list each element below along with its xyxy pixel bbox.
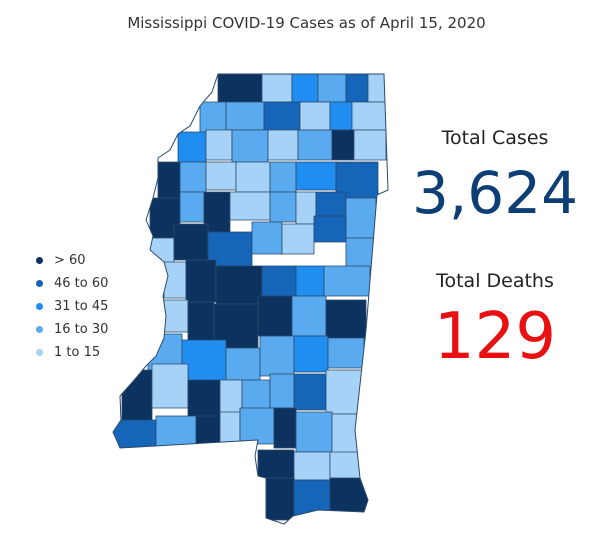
county-region — [291, 295, 327, 337]
county-region — [269, 373, 295, 409]
county-region — [329, 451, 361, 481]
county-region — [181, 339, 227, 385]
map-title: Mississippi COVID-19 Cases as of April 1… — [127, 14, 486, 32]
county-region — [323, 265, 371, 297]
legend-item-31-to-45: 31 to 45 — [36, 295, 108, 318]
legend-item-46-to-60: 46 to 60 — [36, 272, 108, 295]
county-region — [187, 379, 221, 421]
legend-item-1-to-15: 1 to 15 — [36, 341, 108, 364]
legend: > 60 46 to 60 31 to 45 16 to 30 1 to 15 — [36, 249, 108, 364]
county-region — [235, 161, 271, 193]
county-region — [329, 477, 371, 515]
county-region — [219, 379, 243, 415]
county-region — [229, 191, 271, 221]
county-region — [291, 74, 319, 103]
county-region — [217, 74, 263, 103]
county-region — [351, 101, 387, 131]
county-region — [353, 129, 387, 161]
county-region — [199, 101, 227, 133]
legend-label: 31 to 45 — [54, 299, 109, 314]
county-region — [261, 265, 297, 297]
county-region — [293, 373, 327, 411]
county-region — [225, 101, 265, 131]
county-region — [293, 451, 331, 481]
county-region — [113, 419, 157, 451]
county-region — [293, 335, 329, 373]
legend-swatch-icon — [36, 349, 43, 356]
county-region — [173, 223, 209, 261]
county-region — [177, 131, 207, 163]
county-region — [205, 161, 237, 191]
legend-label: 46 to 60 — [54, 276, 109, 291]
county-region — [297, 129, 333, 161]
county-region — [185, 259, 217, 303]
county-region — [315, 191, 347, 217]
county-region — [267, 129, 299, 161]
county-region — [251, 221, 283, 255]
county-region — [295, 161, 337, 191]
county-region — [239, 407, 275, 445]
county-region — [295, 191, 317, 225]
county-region — [257, 449, 295, 479]
county-region — [269, 161, 297, 193]
county-region — [295, 411, 333, 453]
county-region — [335, 161, 379, 199]
county-region — [231, 129, 269, 163]
county-region — [261, 74, 293, 103]
legend-item-16-to-30: 16 to 30 — [36, 318, 108, 341]
county-region — [329, 101, 353, 131]
county-region — [325, 299, 367, 341]
county-region — [259, 335, 295, 377]
county-region — [179, 191, 205, 223]
county-region — [205, 129, 233, 161]
legend-label: 16 to 30 — [54, 322, 109, 337]
county-region — [163, 299, 189, 333]
county-region — [313, 215, 347, 243]
county-region — [317, 74, 347, 103]
county-region — [157, 161, 181, 199]
county-region — [151, 363, 189, 409]
county-region — [195, 415, 221, 451]
county-region — [299, 101, 331, 131]
state-outline — [112, 73, 389, 525]
county-region — [121, 369, 153, 423]
legend-swatch-icon — [36, 280, 43, 287]
county-region — [179, 161, 207, 193]
total-deaths-label: Total Deaths — [436, 270, 554, 292]
county-region — [255, 477, 295, 521]
county-region — [215, 265, 263, 305]
county-region — [219, 411, 241, 451]
county-region — [331, 413, 363, 455]
legend-swatch-icon — [36, 326, 43, 333]
county-region — [281, 223, 315, 255]
legend-label: 1 to 15 — [54, 345, 101, 360]
total-cases-value: 3,624 — [411, 159, 579, 227]
county-region — [273, 407, 297, 449]
county-region — [263, 101, 301, 131]
county-region — [325, 369, 363, 415]
county-region — [345, 197, 377, 239]
total-cases-label: Total Cases — [441, 127, 549, 149]
county-region — [295, 265, 325, 297]
county-region — [269, 191, 297, 223]
county-region — [241, 379, 271, 411]
total-deaths-value: 129 — [433, 300, 557, 374]
legend-swatch-icon — [36, 257, 43, 264]
legend-swatch-icon — [36, 303, 43, 310]
county-region — [327, 337, 365, 369]
county-region — [187, 301, 215, 343]
legend-label: > 60 — [54, 253, 86, 268]
county-region — [257, 295, 293, 337]
county-region — [345, 74, 369, 103]
county-region — [225, 347, 261, 381]
county-region — [331, 129, 355, 161]
legend-item-over-60: > 60 — [36, 249, 108, 272]
